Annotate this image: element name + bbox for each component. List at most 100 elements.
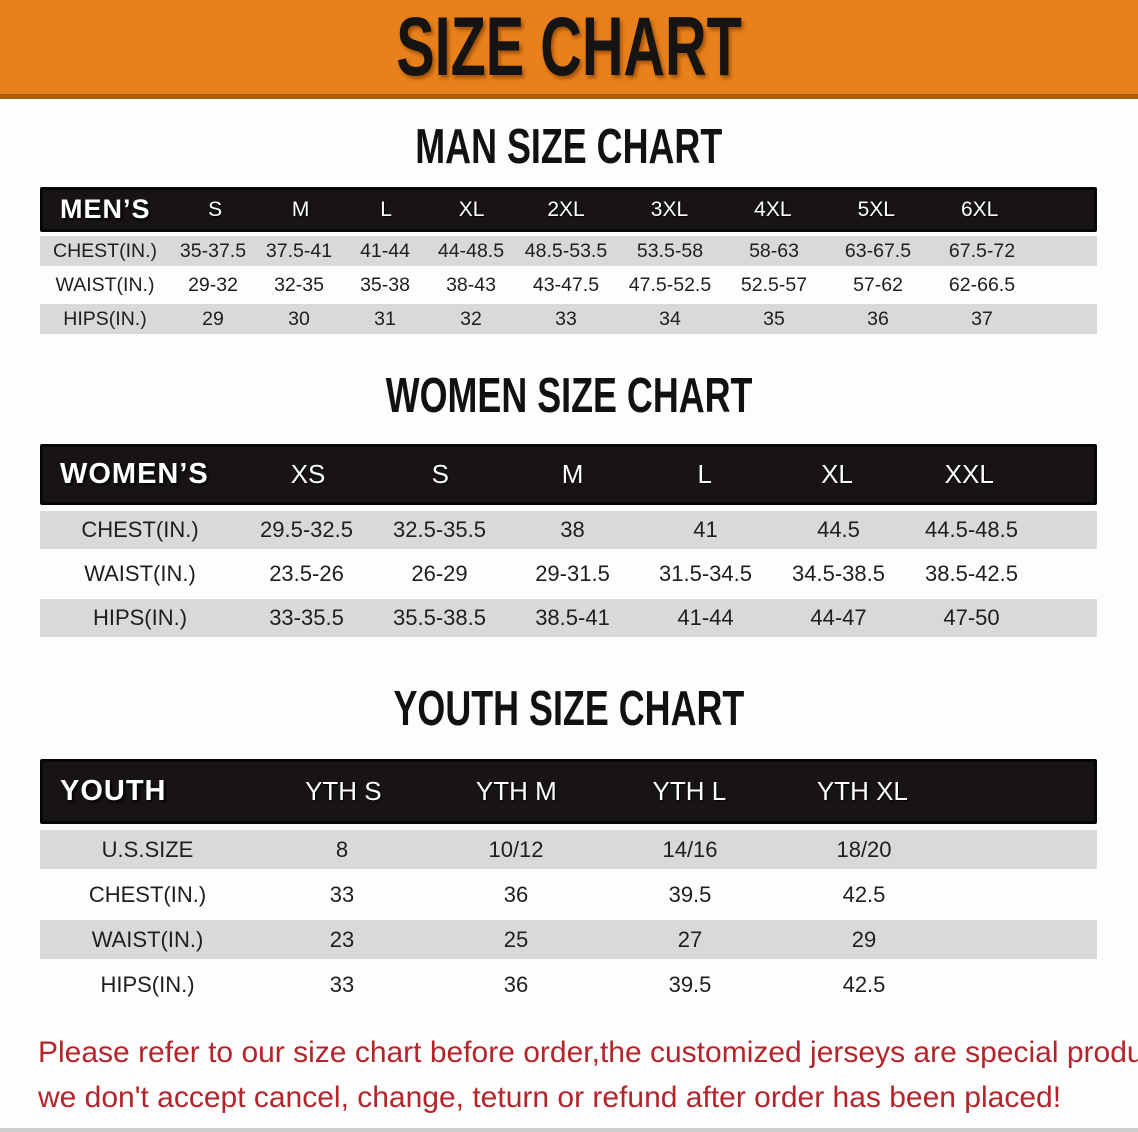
women-size-value-cell: 34.5-38.5 — [792, 561, 885, 586]
women-size-value-cell: 41-44 — [677, 605, 734, 630]
youth-size-column-header: YTH S — [305, 776, 382, 806]
section-title-youth: YOUTH SIZE CHART — [393, 680, 745, 736]
youth-size-value-cell: 33 — [329, 971, 355, 997]
youth-size-value-cell: 39.5 — [668, 971, 712, 997]
youth-size-column-header: YTH L — [652, 776, 727, 806]
women-size-value-cell: 47-50 — [943, 605, 1000, 630]
women-size-value-cell: 29-31.5 — [535, 561, 610, 586]
men-size-value-cell: 53.5-58 — [636, 239, 704, 262]
youth-size-value-cell: 42.5 — [842, 971, 886, 997]
women-corner-label: WOMEN’S — [60, 458, 209, 490]
men-size-value-cell: 52.5-57 — [740, 273, 808, 296]
size-chart-sections: MAN SIZE CHART MEN’S S M L XL 2XL 3XL 4XL 5XL 6XL… — [0, 118, 1138, 1004]
banner: SIZE CHART — [0, 0, 1138, 99]
women-size-column-header: L — [697, 459, 712, 489]
men-size-value-cell: 44-48.5 — [437, 239, 505, 262]
men-size-value-cell: 29-32 — [188, 273, 238, 296]
men-size-value-cell: 47.5-52.5 — [628, 273, 712, 296]
women-size-value-cell: 41 — [693, 517, 718, 542]
women-measurement-row: WAIST(IN.) 23.5-26 26-29 29-31.5 31.5-34.5 34… — [40, 555, 1097, 593]
men-measurement-row: WAIST(IN.) 29-32 32-35 35-38 38-43 43-47.5 47.… — [40, 270, 1097, 300]
women-size-value-cell: 29.5-32.5 — [260, 517, 353, 542]
men-size-column-header: S — [208, 197, 223, 221]
disclaimer: Please refer to our size chart before or… — [38, 1030, 1138, 1120]
women-row-label: HIPS(IN.) — [92, 605, 188, 630]
women-size-column-header: XL — [821, 459, 853, 489]
section-title-men: MAN SIZE CHART — [415, 118, 723, 174]
men-size-value-cell: 67.5-72 — [948, 239, 1016, 262]
youth-size-column-header: YTH M — [475, 776, 557, 806]
youth-size-value-cell: 14/16 — [662, 836, 718, 862]
men-measurement-row: CHEST(IN.) 35-37.5 37.5-41 41-44 44-48.5 48.5… — [40, 236, 1097, 266]
youth-row-label: CHEST(IN.) — [88, 881, 207, 907]
youth-size-value-cell: 27 — [677, 926, 703, 952]
men-size-value-cell: 29 — [202, 307, 224, 330]
women-measurement-row: HIPS(IN.) 33-35.5 35.5-38.5 38.5-41 41-44 44-… — [40, 599, 1097, 637]
size-table-men: MEN’S S M L XL 2XL 3XL 4XL 5XL 6XL CHEST(IN.) 35-3… — [40, 187, 1097, 334]
men-size-value-cell: 58-63 — [749, 239, 799, 262]
bottom-edge-line — [0, 1128, 1138, 1132]
men-size-value-cell: 31 — [374, 307, 396, 330]
women-size-column-header: XXL — [944, 459, 994, 489]
men-corner-label: MEN’S — [60, 194, 151, 224]
men-size-value-cell: 37 — [971, 307, 993, 330]
youth-row-label: U.S.SIZE — [101, 836, 194, 862]
youth-row-label: WAIST(IN.) — [91, 926, 204, 952]
women-size-value-cell: 26-29 — [411, 561, 468, 586]
women-size-value-cell: 44.5 — [817, 517, 860, 542]
men-size-value-cell: 32-35 — [274, 273, 324, 296]
youth-size-value-cell: 36 — [503, 881, 529, 907]
men-size-column-header: M — [291, 197, 310, 221]
men-size-value-cell: 36 — [867, 307, 889, 330]
size-table-youth: YOUTH YTH S YTH M YTH L YTH XL U.S.SIZE 8 10/1… — [40, 759, 1097, 1004]
youth-size-value-cell: 39.5 — [668, 881, 712, 907]
men-size-column-header: 2XL — [547, 197, 585, 221]
men-size-value-cell: 57-62 — [853, 273, 903, 296]
youth-size-value-cell: 29 — [851, 926, 877, 952]
women-size-value-cell: 33-35.5 — [269, 605, 344, 630]
men-size-column-header: 4XL — [754, 197, 792, 221]
youth-size-value-cell: 10/12 — [488, 836, 544, 862]
women-measurement-row: CHEST(IN.) 29.5-32.5 32.5-35.5 38 41 44.5 44.5… — [40, 511, 1097, 549]
youth-size-value-cell: 23 — [329, 926, 355, 952]
youth-size-value-cell: 8 — [335, 836, 349, 862]
men-size-column-header: 3XL — [650, 197, 689, 221]
youth-size-value-cell: 42.5 — [842, 881, 886, 907]
men-row-label: HIPS(IN.) — [63, 307, 147, 330]
youth-measurement-row: U.S.SIZE 8 10/12 14/16 18/20 — [40, 830, 1097, 869]
youth-corner-label: YOUTH — [60, 775, 167, 807]
men-size-value-cell: 63-67.5 — [844, 239, 912, 262]
men-size-column-header: XL — [458, 197, 485, 221]
youth-size-value-cell: 33 — [329, 881, 355, 907]
men-row-label: CHEST(IN.) — [53, 239, 157, 262]
women-size-value-cell: 32.5-35.5 — [393, 517, 486, 542]
men-size-value-cell: 62-66.5 — [948, 273, 1016, 296]
women-size-value-cell: 23.5-26 — [269, 561, 344, 586]
section-youth: YOUTH SIZE CHART YOUTH YTH S YTH M YTH L YTH… — [0, 680, 1138, 1004]
men-size-value-cell: 34 — [659, 307, 681, 330]
youth-size-value-cell: 36 — [503, 971, 529, 997]
youth-size-column-header: YTH XL — [816, 776, 908, 806]
men-measurement-row: HIPS(IN.) 29 30 31 32 33 34 35 36 37 — [40, 304, 1097, 334]
women-size-value-cell: 31.5-34.5 — [659, 561, 752, 586]
banner-title: SIZE CHART — [396, 0, 742, 93]
men-size-value-cell: 32 — [460, 307, 482, 330]
women-size-column-header: S — [431, 459, 449, 489]
women-row-label: WAIST(IN.) — [84, 561, 196, 586]
women-size-value-cell: 44.5-48.5 — [925, 517, 1018, 542]
women-size-column-header: M — [561, 459, 584, 489]
men-table-header: MEN’S S M L XL 2XL 3XL 4XL 5XL 6XL — [40, 187, 1097, 232]
men-size-value-cell: 37.5-41 — [265, 239, 333, 262]
women-table-header: WOMEN’S XS S M L XL XXL — [40, 444, 1097, 505]
disclaimer-line-2: we don't accept cancel, change, teturn o… — [38, 1081, 1062, 1114]
women-size-value-cell: 38.5-41 — [535, 605, 610, 630]
men-size-value-cell: 43-47.5 — [532, 273, 600, 296]
men-size-column-header: 5XL — [857, 197, 895, 221]
disclaimer-line-1: Please refer to our size chart before or… — [38, 1036, 1138, 1069]
youth-row-label: HIPS(IN.) — [100, 971, 195, 997]
men-size-value-cell: 35-37.5 — [179, 239, 247, 262]
men-row-label: WAIST(IN.) — [55, 273, 155, 296]
youth-size-value-cell: 18/20 — [836, 836, 892, 862]
men-size-value-cell: 38-43 — [446, 273, 496, 296]
